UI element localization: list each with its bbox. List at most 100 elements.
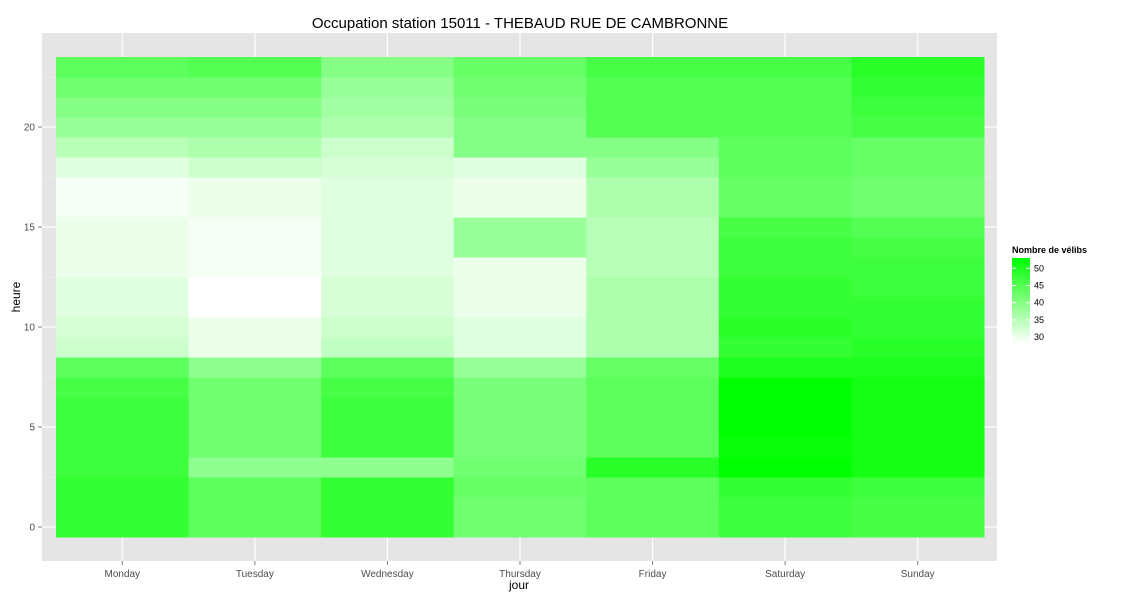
heatmap-tile bbox=[586, 437, 720, 458]
chart-title: Occupation station 15011 - THEBAUD RUE D… bbox=[311, 15, 729, 32]
heatmap-tile bbox=[453, 257, 587, 278]
x-tick-label: Saturday bbox=[765, 569, 805, 580]
heatmap-tile bbox=[188, 257, 322, 278]
heatmap-tile bbox=[453, 137, 587, 158]
heatmap-tile bbox=[851, 377, 985, 398]
heatmap-tile bbox=[718, 477, 852, 498]
heatmap-tile bbox=[851, 217, 985, 238]
heatmap-tile bbox=[321, 497, 455, 518]
heatmap-tile bbox=[453, 457, 587, 478]
heatmap-tile bbox=[56, 517, 190, 538]
heatmap-tile bbox=[321, 417, 455, 438]
heatmap-tile bbox=[321, 337, 455, 358]
heatmap-tile bbox=[56, 377, 190, 398]
heatmap-tile bbox=[851, 237, 985, 258]
heatmap-tile bbox=[188, 437, 322, 458]
x-tick-label: Monday bbox=[104, 569, 140, 580]
heatmap-tile bbox=[586, 397, 720, 418]
heatmap-tile bbox=[718, 157, 852, 178]
heatmap-tile bbox=[586, 337, 720, 358]
x-tick-label: Wednesday bbox=[361, 569, 414, 580]
heatmap-tile bbox=[718, 137, 852, 158]
heatmap-tile bbox=[321, 477, 455, 498]
heatmap-tile bbox=[718, 217, 852, 238]
heatmap-tile bbox=[851, 137, 985, 158]
heatmap-tile bbox=[718, 177, 852, 198]
heatmap-tile bbox=[586, 297, 720, 318]
heatmap-tile bbox=[851, 157, 985, 178]
heatmap-tile bbox=[56, 297, 190, 318]
heatmap-tile bbox=[453, 417, 587, 438]
heatmap-tile bbox=[188, 397, 322, 418]
heatmap-tile bbox=[851, 417, 985, 438]
heatmap-tile bbox=[718, 257, 852, 278]
heatmap-tile bbox=[188, 297, 322, 318]
heatmap-tile bbox=[718, 437, 852, 458]
heatmap-tile bbox=[56, 277, 190, 298]
heatmap-tile bbox=[56, 317, 190, 338]
heatmap-tile bbox=[718, 77, 852, 98]
heatmap-tile bbox=[188, 457, 322, 478]
heatmap-tile bbox=[56, 497, 190, 518]
heatmap-tile bbox=[718, 197, 852, 218]
heatmap-tile bbox=[321, 137, 455, 158]
heatmap-tile bbox=[321, 517, 455, 538]
y-tick-label: 5 bbox=[29, 423, 35, 434]
heatmap-tile bbox=[321, 97, 455, 118]
heatmap-tile bbox=[718, 97, 852, 118]
heatmap-tile bbox=[188, 337, 322, 358]
heatmap-tile bbox=[188, 377, 322, 398]
x-tick-label: Friday bbox=[639, 569, 667, 580]
heatmap-tile bbox=[453, 177, 587, 198]
heatmap-tile bbox=[453, 317, 587, 338]
heatmap-tile bbox=[453, 357, 587, 378]
heatmap-tile bbox=[586, 177, 720, 198]
heatmap-tile bbox=[56, 97, 190, 118]
heatmap-tile bbox=[453, 277, 587, 298]
heatmap-tile bbox=[851, 277, 985, 298]
heatmap-tile bbox=[586, 257, 720, 278]
heatmap-tile bbox=[56, 257, 190, 278]
heatmap-tile bbox=[188, 97, 322, 118]
legend-tick-label: 45 bbox=[1034, 281, 1044, 291]
heatmap-tile bbox=[188, 217, 322, 238]
heatmap-tile bbox=[851, 337, 985, 358]
heatmap-tile bbox=[851, 457, 985, 478]
heatmap-tile bbox=[453, 157, 587, 178]
legend-colorbar bbox=[1012, 258, 1030, 344]
heatmap-tile bbox=[321, 217, 455, 238]
heatmap-tile bbox=[56, 177, 190, 198]
heatmap-tile bbox=[453, 497, 587, 518]
heatmap-tile bbox=[188, 517, 322, 538]
heatmap-tile bbox=[188, 277, 322, 298]
heatmap-tile bbox=[851, 117, 985, 138]
heatmap-tile bbox=[718, 277, 852, 298]
heatmap-tile bbox=[586, 277, 720, 298]
heatmap-tile bbox=[453, 477, 587, 498]
heatmap-tile bbox=[188, 77, 322, 98]
heatmap-tile bbox=[56, 137, 190, 158]
plot-panel bbox=[42, 33, 997, 561]
heatmap-tile bbox=[188, 317, 322, 338]
heatmap-tile bbox=[586, 237, 720, 258]
heatmap-tile bbox=[453, 57, 587, 78]
heatmap-tile bbox=[56, 57, 190, 78]
heatmap-tile bbox=[851, 297, 985, 318]
x-axis-title: jour bbox=[508, 578, 529, 592]
heatmap-tile bbox=[321, 437, 455, 458]
y-tick-label: 15 bbox=[24, 223, 36, 234]
heatmap-tile bbox=[851, 97, 985, 118]
x-tick-label: Sunday bbox=[901, 569, 935, 580]
heatmap-tile bbox=[851, 257, 985, 278]
heatmap-tile bbox=[851, 57, 985, 78]
heatmap-tile bbox=[188, 357, 322, 378]
heatmap-tile bbox=[586, 77, 720, 98]
heatmap-tile bbox=[586, 457, 720, 478]
heatmap-tile bbox=[321, 197, 455, 218]
heatmap-tile bbox=[586, 377, 720, 398]
heatmap-tile bbox=[321, 357, 455, 378]
heatmap-tile bbox=[56, 477, 190, 498]
heatmap-tile bbox=[321, 177, 455, 198]
heatmap-tile bbox=[321, 317, 455, 338]
heatmap-tile bbox=[321, 237, 455, 258]
